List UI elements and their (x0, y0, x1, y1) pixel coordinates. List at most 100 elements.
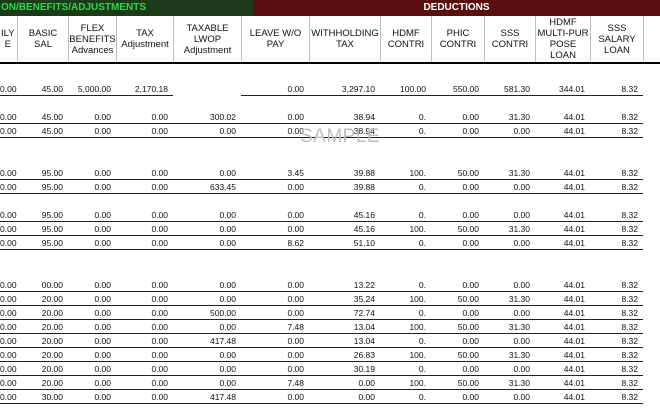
table-cell: 0.00 (173, 278, 241, 292)
banner-deductions: DEDUCTIONS (253, 0, 660, 16)
table-cell (590, 404, 643, 417)
table-cell: 0.00 (68, 222, 116, 236)
table-cell (380, 96, 431, 110)
table-cell: 0.00 (173, 320, 241, 334)
table-cell: 0.00 (68, 348, 116, 362)
table-cell: 0.00 (68, 110, 116, 124)
table-cell: 100.00 (380, 82, 431, 96)
table-cell: 35.24 (309, 292, 380, 306)
table-cell: 20.00 (17, 348, 68, 362)
table-cell (68, 404, 116, 417)
table-cell: 2,170.18 (116, 82, 173, 96)
table-cell (431, 404, 484, 417)
table-cell: 100. (380, 292, 431, 306)
table-cell (309, 152, 380, 166)
table-cell (241, 404, 309, 417)
table-cell: 0.00 (431, 334, 484, 348)
table-cell: 0. (380, 306, 431, 320)
table-cell (0, 404, 17, 417)
table-cell (643, 390, 660, 404)
table-cell: 0.00 (173, 166, 241, 180)
table-cell (241, 152, 309, 166)
table-cell (643, 82, 660, 96)
table-cell (380, 404, 431, 417)
column-header: PHIC CONTRI (431, 16, 484, 62)
table-cell: 45.00 (17, 124, 68, 138)
table-cell: 0.00 (0, 322, 17, 334)
table-cell: 44.01 (535, 320, 590, 334)
table-row: 0.00 20.00 0.00 0.00 0.00 0.00 30.19 0. 0.00 0.00… (0, 362, 660, 376)
table-cell: 8.32 (590, 292, 643, 306)
table-cell: 44.01 (535, 348, 590, 362)
table-cell: 0.00 (431, 390, 484, 404)
table-cell: 0.00 (0, 308, 17, 320)
table-cell: 0. (380, 334, 431, 348)
table-cell (0, 96, 17, 110)
table-cell: 0.00 (241, 334, 309, 348)
table-cell: 0.00 (68, 292, 116, 306)
table-cell (17, 152, 68, 166)
table-cell (68, 152, 116, 166)
table-cell: 13.04 (309, 334, 380, 348)
table-row (0, 194, 660, 208)
table-cell: 44.01 (535, 390, 590, 404)
table-cell: 100. (380, 166, 431, 180)
column-header: TAXABLE LWOP Adjustment (173, 16, 241, 62)
column-header: WITHHOLDING TAX (309, 16, 380, 62)
table-cell: 0.00 (68, 180, 116, 194)
table-cell (535, 96, 590, 110)
table-cell: 8.32 (590, 334, 643, 348)
table-cell: 0.00 (0, 224, 17, 236)
table-cell: 0.00 (484, 278, 535, 292)
table-cell: 31.30 (484, 348, 535, 362)
table-cell (643, 180, 660, 194)
table-cell: 0.00 (484, 390, 535, 404)
table-cell: 0.00 (68, 376, 116, 390)
table-cell: 44.01 (535, 222, 590, 236)
table-cell (241, 250, 309, 264)
table-cell (309, 96, 380, 110)
table-row (0, 152, 660, 166)
table-cell: 100. (380, 348, 431, 362)
table-cell: 7.48 (241, 320, 309, 334)
table-cell: 8.32 (590, 390, 643, 404)
table-cell: 0.00 (68, 334, 116, 348)
table-cell: 45.16 (309, 208, 380, 222)
table-cell: 0.00 (0, 294, 17, 306)
table-cell: 44.01 (535, 292, 590, 306)
table-cell: 31.30 (484, 292, 535, 306)
table-cell (0, 138, 17, 152)
table-cell (484, 68, 535, 82)
table-cell: 30.19 (309, 362, 380, 376)
table-cell (643, 278, 660, 292)
table-cell: 0.00 (431, 236, 484, 250)
table-cell: 0. (380, 110, 431, 124)
table-row: 0.00 95.00 0.00 0.00 0.00 8.62 51.10 0. 0.00 0.00… (0, 236, 660, 250)
table-cell: 0.00 (116, 306, 173, 320)
table-cell: 0.00 (116, 236, 173, 250)
table-cell: 72.74 (309, 306, 380, 320)
table-cell: 581.30 (484, 82, 535, 96)
table-cell: 0.00 (68, 278, 116, 292)
table-cell: 0.00 (241, 82, 309, 96)
table-cell: 0.00 (484, 236, 535, 250)
table-cell: 0.00 (241, 278, 309, 292)
table-cell: 20.00 (17, 320, 68, 334)
table-cell (431, 194, 484, 208)
table-cell: 0.00 (116, 362, 173, 376)
table-cell: 0.00 (0, 280, 17, 292)
table-cell (484, 404, 535, 417)
table-cell: 0.00 (116, 348, 173, 362)
table-cell: 00.00 (17, 278, 68, 292)
table-cell (0, 264, 17, 278)
table-cell (590, 264, 643, 278)
table-cell (535, 404, 590, 417)
table-cell (643, 264, 660, 278)
table-cell: 20.00 (17, 376, 68, 390)
table-row: 0.00 20.00 0.00 0.00 0.00 0.00 26.83 100. 50.00 3… (0, 348, 660, 362)
table-row: 0.00 95.00 0.00 0.00 0.00 0.00 45.16 0. 0.00 0.00… (0, 208, 660, 222)
table-cell: 0. (380, 390, 431, 404)
table-cell: 0. (380, 208, 431, 222)
table-cell (535, 194, 590, 208)
table-cell (643, 194, 660, 208)
